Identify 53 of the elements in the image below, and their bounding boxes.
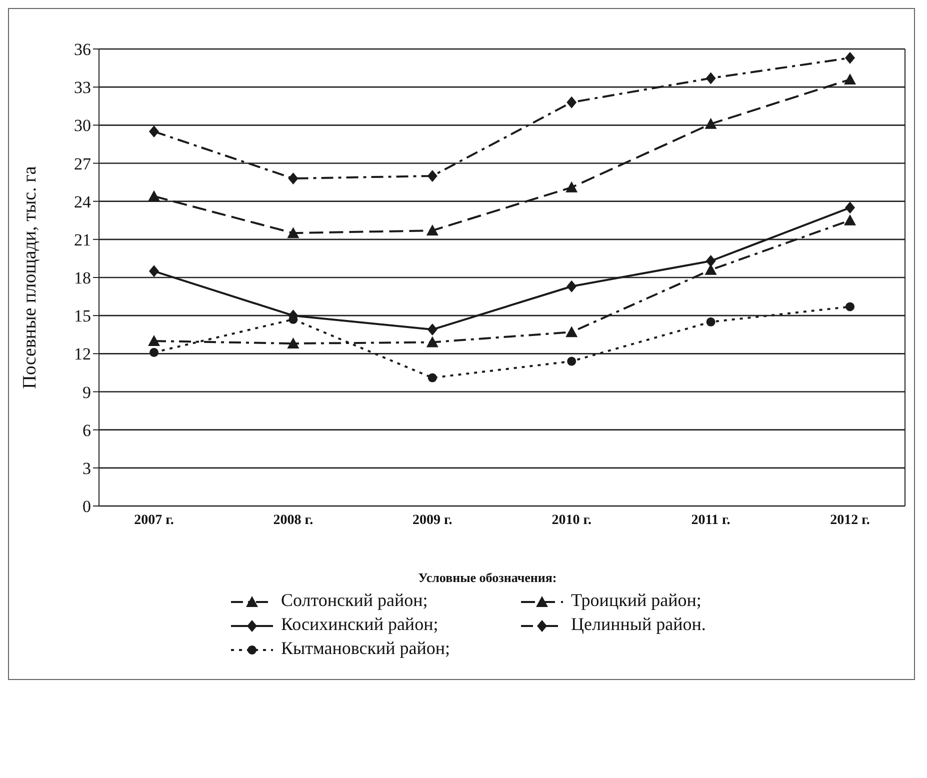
point (706, 254, 716, 267)
legend-label: Троицкий район; (570, 590, 702, 611)
point (427, 324, 438, 336)
legend-title: Условные обозначения: (417, 570, 558, 586)
point (846, 302, 854, 312)
x-tick-label: 2010 г. (552, 512, 592, 528)
y-tick-label: 9 (82, 382, 91, 402)
point (150, 348, 158, 357)
y-tick-label: 21 (74, 230, 91, 250)
x-tick-label: 2008 г. (273, 512, 314, 528)
point (706, 72, 716, 84)
x-tick-label: 2011 г. (691, 512, 730, 528)
point (149, 126, 159, 138)
point (845, 52, 855, 64)
y-tick-label: 30 (74, 116, 91, 136)
point (426, 336, 438, 348)
x-tick-label: 2009 г. (412, 512, 452, 528)
legend-label: Целинный район. (570, 614, 707, 635)
point (844, 214, 856, 226)
y-tick-label: 27 (74, 154, 92, 174)
point (566, 181, 578, 192)
point (566, 280, 577, 292)
legend-label: Кытмановский район; (280, 638, 452, 659)
legend-label: Косихинский район; (280, 614, 440, 635)
point (426, 224, 438, 236)
y-tick-label: 0 (82, 497, 91, 516)
y-axis-title: Посевные площади, тыс. га (20, 166, 41, 389)
y-tick-label: 6 (82, 420, 91, 440)
point (288, 172, 298, 184)
y-tick-label: 36 (74, 40, 91, 60)
point (428, 373, 437, 382)
y-tick-label: 3 (82, 458, 91, 478)
point (567, 356, 576, 366)
y-tick-label: 24 (74, 192, 92, 212)
y-tick-label: 18 (74, 268, 91, 288)
point (149, 265, 159, 278)
point (287, 227, 300, 238)
y-tick-label: 15 (74, 306, 91, 326)
point (845, 202, 855, 214)
x-tick-label: 2012 г. (830, 512, 870, 528)
y-tick-label: 33 (74, 78, 91, 98)
point (566, 326, 578, 338)
point (427, 170, 438, 182)
x-tick-label: 2007 г. (134, 512, 174, 528)
point (704, 118, 717, 129)
point (844, 73, 856, 84)
point (566, 96, 577, 108)
legend-label: Солтонский район; (280, 590, 429, 611)
point (287, 338, 300, 349)
point (706, 317, 716, 326)
point (148, 190, 160, 202)
y-tick-label: 12 (74, 344, 91, 364)
point (148, 334, 160, 346)
